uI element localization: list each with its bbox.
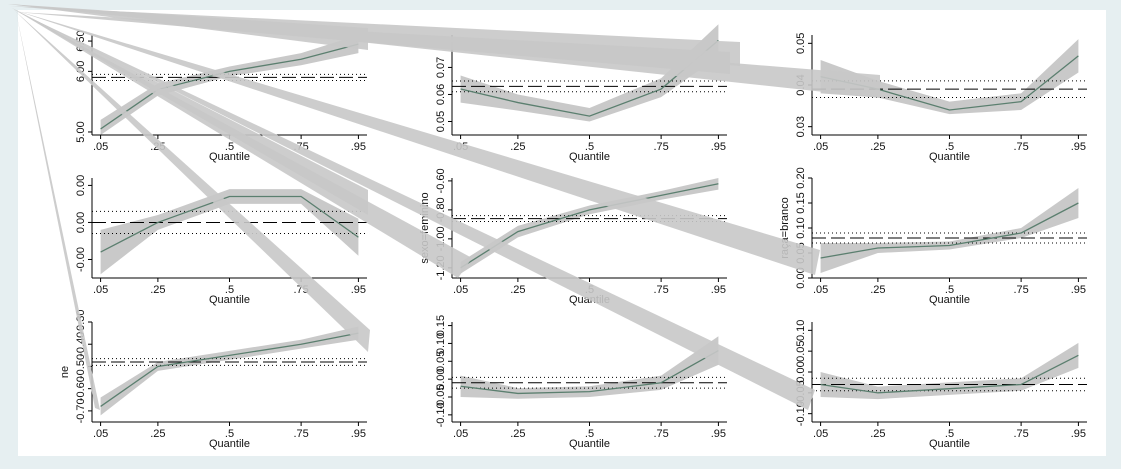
x-tick-label: .25 [150, 284, 165, 296]
ci-band [460, 24, 719, 122]
ci-band [820, 188, 1079, 273]
x-tick-label: .25 [510, 284, 525, 296]
artifact [14, 10, 815, 410]
x-tick-label: .75 [1013, 284, 1028, 296]
y-tick-label: -0.05 [435, 384, 447, 409]
y-tick-label: -0.60 [75, 376, 87, 401]
y-tick-label: 0.03 [795, 116, 807, 137]
x-tick-label: .25 [510, 428, 525, 440]
x-axis-title: Quantile [569, 438, 610, 450]
x-tick-label: .95 [711, 141, 726, 153]
artifact [14, 10, 370, 352]
y-tick-label: 0.00 [795, 267, 807, 288]
y-tick-label: 0.15 [435, 315, 447, 336]
x-tick-label: .05 [93, 141, 108, 153]
y-tick-label: 0.10 [795, 217, 807, 238]
y-tick-label: -0.00 [75, 247, 87, 272]
quantile-line [100, 195, 359, 253]
x-tick-label: .95 [711, 284, 726, 296]
x-tick-label: .25 [870, 141, 885, 153]
x-axis-title: Quantile [929, 151, 970, 163]
y-tick-label: 0.10 [795, 320, 807, 341]
y-tick-label: 0.00 [75, 175, 87, 196]
y-tick-label: 0.00 [435, 368, 447, 389]
x-axis-title: Quantile [569, 151, 610, 163]
y-tick-label: 0.05 [795, 33, 807, 54]
x-axis-title: Quantile [209, 151, 250, 163]
quantile-line [820, 202, 1079, 259]
y-tick-label: 0.15 [795, 192, 807, 213]
x-tick-label: .95 [1071, 428, 1086, 440]
y-tick-label: 0.10 [435, 333, 447, 354]
ci-band [460, 178, 719, 274]
x-axis-title: Quantile [209, 438, 250, 450]
x-tick-label: .25 [870, 428, 885, 440]
y-tick-label: 0.07 [435, 57, 447, 78]
artifact [12, 8, 472, 278]
x-tick-label: .5 [225, 428, 234, 440]
x-tick-label: .95 [351, 428, 366, 440]
y-tick-label: 0.05 [795, 340, 807, 361]
x-tick-label: .05 [813, 428, 828, 440]
x-tick-label: .95 [1071, 284, 1086, 296]
x-tick-label: .95 [1071, 141, 1086, 153]
artifact [14, 10, 820, 275]
panel: -0.10-0.050.000.050.100.15 .05 .25 .5 .75 .95… [435, 315, 727, 450]
x-tick-label: .95 [351, 284, 366, 296]
quantile-line [100, 43, 359, 130]
x-tick-label: .75 [1013, 428, 1028, 440]
x-tick-label: .5 [585, 141, 594, 153]
y-tick-label: 0.05 [435, 351, 447, 372]
x-tick-label: .75 [653, 428, 668, 440]
artifact [16, 12, 730, 74]
quantile-line [460, 350, 719, 395]
y-tick-label: 5.00 [75, 121, 87, 142]
y-tick-label: -0.10 [435, 402, 447, 427]
ci-band [100, 326, 359, 416]
x-tick-label: .05 [813, 141, 828, 153]
quantile-line [820, 354, 1079, 394]
ci-band [820, 39, 1079, 115]
x-tick-label: .75 [293, 428, 308, 440]
y-axis-title: ne [59, 366, 71, 378]
artifact [16, 12, 100, 410]
y-tick-label: 0.00 [795, 361, 807, 382]
y-tick-label: 0.00 [75, 212, 87, 233]
x-tick-label: .25 [150, 428, 165, 440]
x-tick-label: .05 [93, 428, 108, 440]
x-tick-label: .75 [653, 284, 668, 296]
x-tick-label: .95 [711, 428, 726, 440]
x-axis-title: Quantile [929, 438, 970, 450]
y-tick-label: -0.60 [435, 168, 447, 193]
x-tick-label: .5 [225, 141, 234, 153]
ci-band [100, 189, 359, 275]
quantile-line [100, 332, 359, 407]
x-tick-label: .95 [351, 141, 366, 153]
x-tick-label: .5 [225, 284, 234, 296]
x-tick-label: .5 [945, 141, 954, 153]
artifact [8, 4, 368, 50]
x-tick-label: .05 [453, 284, 468, 296]
x-tick-label: .75 [1013, 141, 1028, 153]
x-axis-title: Quantile [929, 294, 970, 306]
y-tick-label: -0.50 [75, 354, 87, 379]
x-tick-label: .5 [945, 428, 954, 440]
y-tick-label: 0.20 [795, 167, 807, 188]
x-tick-label: .25 [510, 141, 525, 153]
x-tick-label: .5 [585, 428, 594, 440]
x-tick-label: .75 [653, 141, 668, 153]
y-tick-label: 0.06 [435, 84, 447, 105]
x-tick-label: .05 [453, 428, 468, 440]
x-axis-title: Quantile [209, 294, 250, 306]
x-tick-label: .05 [813, 284, 828, 296]
y-tick-label: -0.70 [75, 398, 87, 423]
x-tick-label: .5 [945, 284, 954, 296]
y-tick-label: 0.05 [435, 111, 447, 132]
overlay-artifacts [8, 4, 880, 410]
x-tick-label: .25 [870, 284, 885, 296]
x-tick-label: .05 [93, 284, 108, 296]
